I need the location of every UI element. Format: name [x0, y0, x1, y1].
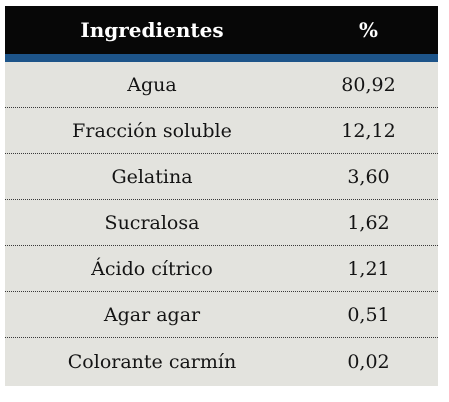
table-row: Gelatina 3,60	[5, 154, 438, 200]
ingredient-cell: Gelatina	[111, 165, 193, 188]
percent-cell: 12,12	[341, 119, 396, 142]
table-header: Ingredientes %	[5, 6, 438, 54]
ingredients-table: Ingredientes % Agua 80,92 Fracción solub…	[5, 6, 438, 386]
percent-cell: 1,62	[347, 211, 390, 234]
percent-cell: 0,02	[347, 351, 390, 373]
percent-cell: 3,60	[347, 165, 390, 188]
header-accent-bar	[5, 54, 438, 62]
ingredient-cell: Agar agar	[103, 303, 201, 326]
table-row: Sucralosa 1,62	[5, 200, 438, 246]
table-row: Agua 80,92	[5, 62, 438, 108]
ingredient-cell: Colorante carmín	[67, 351, 237, 373]
table-row: Ácido cítrico 1,21	[5, 246, 438, 292]
percent-cell: 0,51	[347, 303, 390, 326]
ingredient-cell: Fracción soluble	[72, 119, 232, 142]
header-percent: %	[358, 18, 378, 42]
ingredient-cell: Agua	[127, 73, 177, 96]
ingredient-cell: Sucralosa	[104, 211, 200, 234]
percent-cell: 80,92	[341, 73, 396, 96]
table-row: Colorante carmín 0,02	[5, 338, 438, 386]
table-row: Fracción soluble 12,12	[5, 108, 438, 154]
table-body: Agua 80,92 Fracción soluble 12,12 Gelati…	[5, 62, 438, 386]
ingredient-cell: Ácido cítrico	[91, 257, 213, 280]
percent-cell: 1,21	[347, 257, 390, 280]
table-row: Agar agar 0,51	[5, 292, 438, 338]
header-ingredients: Ingredientes	[80, 18, 224, 42]
